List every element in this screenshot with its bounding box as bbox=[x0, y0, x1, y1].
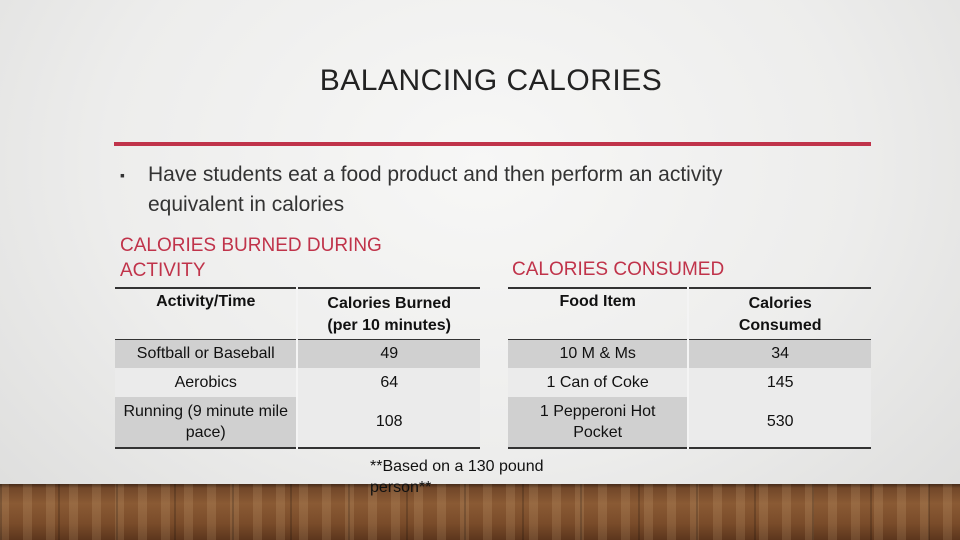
bullet-text: Have students eat a food product and the… bbox=[148, 163, 723, 216]
activity-cell-text: Running (9 minute mile pace) bbox=[123, 403, 288, 441]
table-row: Running (9 minute mile pace) 108 bbox=[115, 397, 480, 448]
column-header-calories-burned-text: Calories Burned (per 10 minutes) bbox=[327, 295, 452, 334]
calories-cell: 64 bbox=[296, 368, 480, 397]
footnote: **Based on a 130 pound person** bbox=[370, 458, 544, 496]
table-row: 1 Pepperoni Hot Pocket 530 bbox=[508, 397, 871, 448]
calories-consumed-table: Food Item Calories Consumed 10 M & Ms 34… bbox=[508, 287, 871, 449]
table-row: 10 M & Ms 34 bbox=[508, 339, 871, 368]
calories-cell: 145 bbox=[687, 368, 871, 397]
title-divider bbox=[114, 142, 871, 146]
column-header-calories-burned: Calories Burned (per 10 minutes) bbox=[296, 288, 480, 339]
table-row: Aerobics 64 bbox=[115, 368, 480, 397]
table-header-row: Food Item Calories Consumed bbox=[508, 288, 871, 339]
square-bullet-icon: ▪ bbox=[120, 167, 125, 183]
food-cell: 1 Can of Coke bbox=[508, 368, 689, 397]
column-header-calories-consumed: Calories Consumed bbox=[687, 288, 871, 339]
calories-cell: 34 bbox=[687, 339, 871, 368]
calories-cell: 530 bbox=[687, 397, 871, 448]
bullet-point: ▪ Have students eat a food product and t… bbox=[120, 160, 820, 220]
table-header-row: Activity/Time Calories Burned (per 10 mi… bbox=[115, 288, 480, 339]
food-cell-text: 1 Pepperoni Hot Pocket bbox=[539, 403, 656, 441]
calories-burned-heading: CALORIES BURNED DURING ACTIVITY bbox=[120, 235, 382, 281]
food-cell: 1 Pepperoni Hot Pocket bbox=[508, 397, 689, 448]
calories-burned-table: Activity/Time Calories Burned (per 10 mi… bbox=[115, 287, 480, 449]
activity-cell: Softball or Baseball bbox=[115, 339, 298, 368]
wood-floor-decoration bbox=[0, 484, 960, 540]
column-header-activity: Activity/Time bbox=[156, 293, 256, 310]
column-header-calories-consumed-text: Calories Consumed bbox=[738, 295, 822, 334]
food-cell: 10 M & Ms bbox=[508, 339, 689, 368]
column-header-food-item: Food Item bbox=[559, 293, 636, 310]
calories-cell: 108 bbox=[296, 397, 480, 448]
activity-cell: Running (9 minute mile pace) bbox=[115, 397, 298, 448]
calories-cell: 49 bbox=[296, 339, 480, 368]
table-row: Softball or Baseball 49 bbox=[115, 339, 480, 368]
activity-cell: Aerobics bbox=[115, 368, 298, 397]
calories-consumed-heading: CALORIES CONSUMED bbox=[512, 259, 725, 280]
table-row: 1 Can of Coke 145 bbox=[508, 368, 871, 397]
slide-title: BALANCING CALORIES bbox=[319, 64, 663, 97]
